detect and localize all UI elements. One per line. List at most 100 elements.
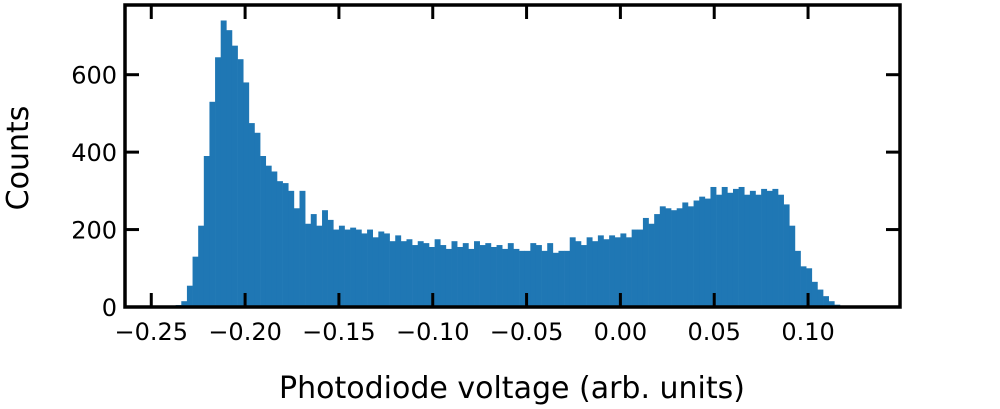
bar	[823, 296, 829, 307]
y-tick-label: 400	[71, 139, 117, 167]
bar	[350, 227, 357, 307]
x-tick-label: −0.15	[302, 318, 376, 346]
x-tick-label: 0.10	[781, 318, 834, 346]
bar	[254, 132, 261, 307]
bar	[710, 186, 717, 307]
bar	[592, 241, 599, 307]
bar	[693, 200, 700, 307]
bar	[665, 208, 672, 307]
bar	[811, 281, 818, 307]
bar	[761, 188, 768, 307]
bar	[721, 186, 728, 307]
bar	[440, 245, 447, 307]
bar	[428, 246, 435, 307]
bar	[226, 30, 233, 308]
y-axis-label: Counts	[1, 106, 36, 211]
bar	[322, 210, 328, 307]
bar	[468, 248, 475, 307]
bar	[367, 229, 373, 307]
bar	[361, 233, 368, 307]
bar	[327, 219, 334, 307]
bar	[654, 214, 661, 307]
bar	[220, 20, 227, 307]
bar	[507, 243, 514, 307]
bar	[631, 229, 638, 307]
bar	[687, 206, 694, 307]
bar	[406, 239, 413, 307]
bar	[198, 225, 205, 307]
bar	[755, 194, 762, 307]
bar	[783, 204, 790, 307]
y-tick-label: 600	[71, 62, 117, 90]
bar	[603, 239, 610, 307]
bar	[310, 214, 317, 307]
bar	[490, 246, 497, 307]
bar	[800, 266, 807, 307]
bar	[276, 181, 283, 307]
bar	[524, 250, 531, 307]
bar	[637, 229, 644, 307]
bar	[716, 194, 723, 307]
x-axis-label: Photodiode voltage (arb. units)	[279, 371, 745, 406]
bar	[778, 194, 784, 307]
bar	[412, 245, 419, 307]
bar	[535, 245, 542, 307]
bar	[828, 301, 835, 307]
bar	[749, 190, 756, 307]
x-tick-label: 0.05	[688, 318, 741, 346]
bar	[676, 208, 683, 307]
bar	[485, 243, 492, 307]
x-tick-label: 0.00	[594, 318, 647, 346]
bar	[794, 250, 801, 307]
bar	[642, 217, 649, 307]
bar	[659, 206, 666, 307]
bar	[620, 233, 627, 307]
bar	[395, 235, 402, 307]
bar	[423, 243, 430, 307]
bar	[389, 241, 396, 307]
bar	[744, 194, 751, 307]
bar	[282, 183, 289, 307]
x-tick-label: −0.10	[396, 318, 470, 346]
bar	[738, 186, 745, 307]
plot-frame	[123, 3, 902, 309]
bar	[789, 225, 796, 307]
bar	[316, 225, 323, 307]
bar	[479, 245, 486, 307]
y-tick-label: 0	[102, 294, 117, 322]
bar	[378, 231, 385, 307]
bar	[648, 223, 655, 307]
bar	[338, 225, 345, 307]
bar	[519, 250, 525, 307]
bar	[181, 301, 188, 307]
bar	[626, 237, 632, 307]
bar	[344, 229, 351, 307]
x-tick-label: −0.20	[208, 318, 282, 346]
bar	[333, 229, 340, 307]
bar	[203, 156, 210, 307]
bar	[434, 239, 441, 307]
bar	[530, 243, 537, 307]
bar	[474, 241, 480, 307]
y-tick-label: 200	[71, 217, 117, 245]
bar	[547, 243, 554, 307]
bar	[597, 235, 604, 307]
bar	[451, 241, 458, 307]
bar	[806, 268, 813, 307]
bar	[580, 245, 587, 307]
bar	[445, 248, 452, 307]
bar	[355, 229, 362, 307]
bar	[265, 165, 272, 307]
bar	[513, 248, 520, 307]
bar	[682, 202, 689, 307]
bar	[192, 256, 199, 307]
bar	[766, 190, 773, 307]
bar	[243, 82, 250, 307]
bar	[457, 246, 464, 307]
bar	[209, 101, 216, 308]
x-tick-label: −0.25	[114, 318, 188, 346]
bar	[704, 198, 711, 307]
bar	[732, 188, 739, 307]
bar	[671, 210, 677, 307]
bar	[569, 237, 576, 307]
